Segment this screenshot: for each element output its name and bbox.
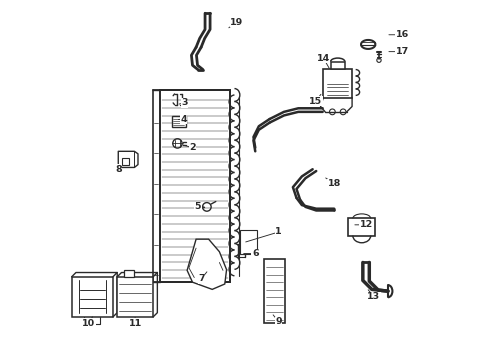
- Text: 19: 19: [229, 18, 243, 27]
- Text: 15: 15: [308, 96, 322, 105]
- Bar: [122, 158, 129, 165]
- Text: 5: 5: [194, 202, 201, 211]
- Text: 12: 12: [359, 220, 372, 229]
- Text: 13: 13: [366, 292, 379, 301]
- Text: 16: 16: [395, 30, 408, 39]
- Bar: [117, 277, 153, 317]
- Text: 3: 3: [181, 98, 187, 107]
- Text: 1: 1: [275, 228, 281, 237]
- Text: 7: 7: [198, 274, 204, 283]
- Text: 11: 11: [128, 319, 142, 328]
- Text: 17: 17: [395, 47, 408, 56]
- Bar: [348, 219, 375, 235]
- Text: 18: 18: [327, 179, 340, 188]
- Bar: [160, 90, 230, 282]
- Text: 9: 9: [275, 317, 281, 326]
- Bar: [72, 277, 113, 317]
- Bar: [124, 270, 134, 277]
- Bar: [264, 259, 285, 323]
- Text: 8: 8: [115, 165, 122, 174]
- Bar: [323, 69, 351, 98]
- Polygon shape: [187, 239, 226, 289]
- Text: 4: 4: [180, 114, 186, 123]
- Text: 10: 10: [82, 319, 95, 328]
- Text: 6: 6: [251, 249, 258, 258]
- Bar: [172, 116, 185, 127]
- Bar: [240, 230, 257, 253]
- Text: 14: 14: [316, 54, 329, 63]
- Text: 2: 2: [189, 143, 195, 152]
- Bar: [330, 62, 344, 69]
